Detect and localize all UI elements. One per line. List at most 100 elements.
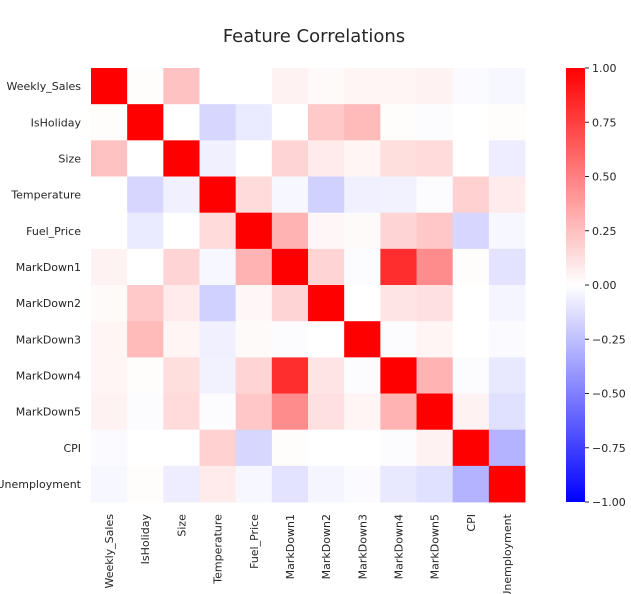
heatmap-cell — [163, 104, 200, 141]
heatmap-cell — [127, 429, 164, 467]
heatmap-cell — [91, 465, 128, 503]
y-tick-label: Size — [58, 152, 81, 165]
heatmap-cell — [271, 212, 309, 250]
heatmap-cell — [308, 429, 345, 467]
heatmap-cell — [344, 248, 381, 286]
heatmap-cell — [488, 393, 526, 431]
heatmap-cell — [380, 393, 417, 431]
heatmap-cell — [308, 104, 345, 141]
heatmap-cell — [380, 357, 417, 394]
colorbar-tick-label: 0.25 — [592, 225, 617, 238]
heatmap-cell — [416, 140, 454, 177]
y-tick-label: Fuel_Price — [26, 225, 81, 238]
x-tick-label: MarkDown5 — [429, 514, 442, 579]
heatmap-cell — [452, 285, 490, 322]
heatmap-cell — [127, 357, 164, 394]
heatmap-cell — [452, 321, 490, 358]
heatmap-cell — [488, 465, 526, 503]
heatmap-cell — [452, 465, 490, 503]
heatmap-cell — [271, 68, 309, 105]
heatmap-cell — [344, 357, 381, 394]
colorbar-tick-label: 0.75 — [592, 116, 617, 129]
heatmap-cells — [91, 68, 526, 503]
x-tick-label: Fuel_Price — [248, 514, 261, 569]
heatmap-cell — [271, 321, 309, 358]
heatmap-cell — [127, 321, 164, 358]
heatmap-cell — [488, 212, 526, 250]
heatmap-cell — [127, 248, 164, 286]
heatmap-cell — [271, 357, 309, 394]
heatmap-cell — [488, 140, 526, 177]
heatmap-cell — [271, 248, 309, 286]
heatmap-cell — [452, 104, 490, 141]
heatmap-cell — [91, 285, 128, 322]
heatmap-cell — [416, 429, 454, 467]
y-tick-label: MarkDown1 — [16, 261, 81, 274]
heatmap-cell — [488, 285, 526, 322]
heatmap-cell — [452, 68, 490, 105]
heatmap-cell — [127, 465, 164, 503]
heatmap-cell — [271, 465, 309, 503]
heatmap-cell — [452, 176, 490, 214]
x-tick-label: IsHoliday — [139, 514, 152, 565]
heatmap-cell — [416, 104, 454, 141]
heatmap-cell — [380, 176, 417, 214]
heatmap-cell — [308, 212, 345, 250]
y-tick-label: Temperature — [10, 189, 81, 202]
heatmap-cell — [488, 429, 526, 467]
heatmap-cell — [380, 429, 417, 467]
heatmap-cell — [344, 429, 381, 467]
x-tick-label: MarkDown3 — [356, 514, 369, 579]
colorbar-tick-label: 1.00 — [592, 62, 617, 75]
heatmap-cell — [127, 176, 164, 214]
heatmap-cell — [127, 140, 164, 177]
heatmap-cell — [380, 285, 417, 322]
heatmap-cell — [344, 176, 381, 214]
y-tick-label: Unemployment — [0, 478, 82, 491]
heatmap-cell — [452, 357, 490, 394]
y-tick-label: IsHoliday — [31, 116, 82, 129]
heatmap-cell — [163, 429, 200, 467]
x-tick-label: Unemployment — [501, 513, 514, 594]
heatmap-cell — [235, 357, 273, 394]
heatmap-cell — [199, 248, 237, 286]
heatmap-cell — [91, 212, 128, 250]
heatmap-cell — [163, 176, 200, 214]
heatmap-cell — [163, 357, 200, 394]
heatmap-cell — [488, 321, 526, 358]
heatmap-cell — [91, 176, 128, 214]
heatmap-cell — [380, 248, 417, 286]
heatmap-cell — [308, 321, 345, 358]
heatmap-cell — [199, 212, 237, 250]
heatmap-cell — [308, 357, 345, 394]
heatmap-cell — [91, 429, 128, 467]
heatmap-cell — [199, 140, 237, 177]
heatmap-cell — [416, 321, 454, 358]
heatmap-cell — [91, 140, 128, 177]
heatmap-cell — [452, 212, 490, 250]
heatmap-cell — [452, 140, 490, 177]
heatmap-cell — [199, 357, 237, 394]
heatmap-cell — [344, 68, 381, 105]
heatmap-cell — [127, 68, 164, 105]
heatmap-cell — [488, 357, 526, 394]
heatmap-cell — [416, 68, 454, 105]
heatmap-cell — [163, 393, 200, 431]
heatmap-cell — [344, 321, 381, 358]
heatmap-cell — [163, 285, 200, 322]
y-tick-label: MarkDown2 — [16, 297, 81, 310]
heatmap-cell — [127, 393, 164, 431]
heatmap-cell — [163, 465, 200, 503]
heatmap-cell — [235, 285, 273, 322]
heatmap-cell — [271, 285, 309, 322]
heatmap-cell — [416, 212, 454, 250]
heatmap-cell — [199, 176, 237, 214]
heatmap-cell — [380, 68, 417, 105]
heatmap-cell — [127, 104, 164, 141]
y-tick-label: CPI — [63, 442, 81, 455]
heatmap-cell — [488, 68, 526, 105]
colorbar-tick-label: 0.50 — [592, 171, 617, 184]
x-tick-label: Size — [175, 514, 188, 537]
heatmap-cell — [235, 321, 273, 358]
